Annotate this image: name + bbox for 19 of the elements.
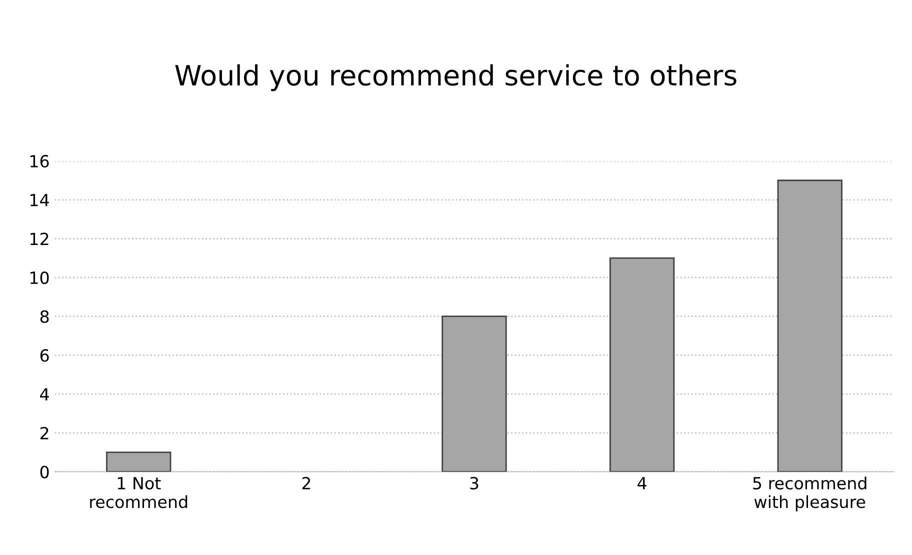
y-tick-label: 16 [30, 154, 49, 168]
bar [106, 452, 172, 472]
y-tick-label: 10 [30, 271, 49, 284]
bar [609, 257, 675, 472]
y-tick-label: 14 [30, 194, 49, 206]
x-tick-label: 2 [302, 476, 310, 490]
chart-title: Would you recommend service to others [175, 64, 736, 92]
x-tick-label: 4 [638, 477, 646, 490]
y-tick-label: 8 [40, 310, 49, 323]
y-tick-label: 2 [40, 426, 48, 440]
bar [442, 316, 507, 472]
y-tick-label: 6 [40, 349, 49, 362]
y-tick-label: 0 [40, 466, 49, 478]
bar [777, 180, 842, 472]
y-tick-label: 12 [30, 232, 48, 245]
x-tick-label: 3 [470, 476, 478, 490]
y-tick-label: 4 [40, 388, 49, 400]
x-tick-label: 5 recommend with pleasure [753, 476, 866, 512]
x-tick-label: 1 Not recommend [90, 477, 188, 508]
